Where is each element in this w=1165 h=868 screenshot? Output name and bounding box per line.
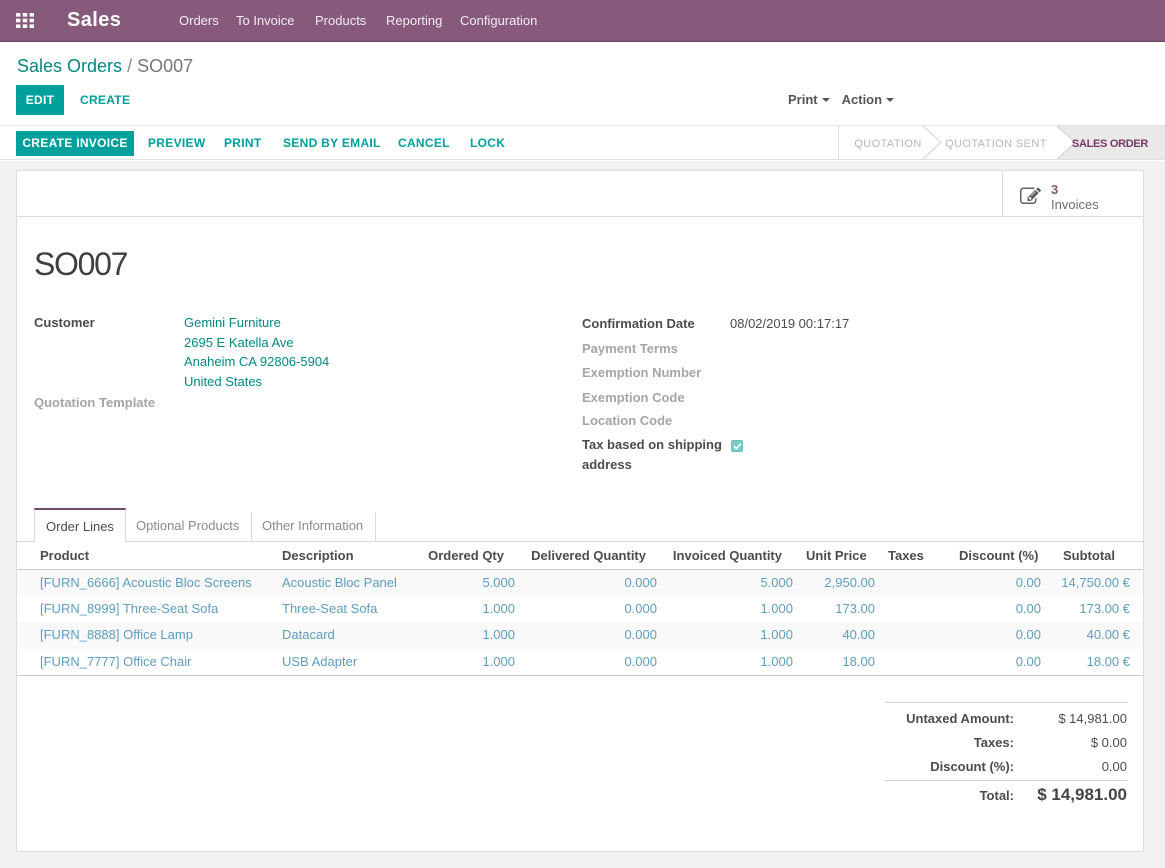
svg-text:QUOTATION: QUOTATION: [854, 138, 921, 150]
svg-text:QUOTATION SENT: QUOTATION SENT: [945, 138, 1047, 150]
svg-text:SALES ORDER: SALES ORDER: [1072, 138, 1149, 150]
